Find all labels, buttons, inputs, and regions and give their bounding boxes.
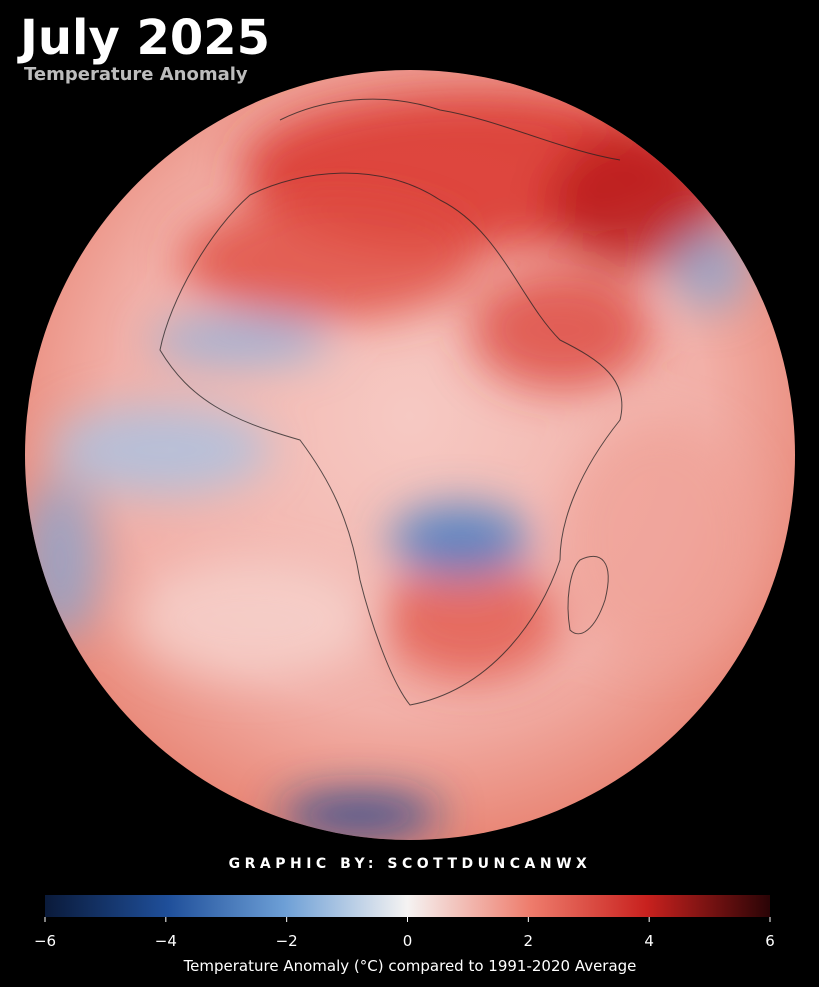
colorbar-tick-label: −2: [276, 932, 298, 950]
colorbar-tick-label: −4: [155, 932, 177, 950]
globe: [25, 70, 795, 840]
colorbar-gradient: [45, 895, 770, 917]
colorbar-label: Temperature Anomaly (°C) compared to 199…: [183, 957, 637, 975]
credit: GRAPHIC BY: SCOTTDUNCANWX: [229, 856, 592, 872]
colorbar-tick-label: 2: [524, 932, 534, 950]
colorbar-tick-label: 0: [403, 932, 413, 950]
subtitle: Temperature Anomaly: [24, 64, 248, 85]
title: July 2025: [17, 10, 270, 66]
colorbar: −6 −4 −2 0 2 4 6: [34, 895, 775, 950]
colorbar-tick-label: 6: [765, 932, 775, 950]
colorbar-tick-label: 4: [644, 932, 654, 950]
colorbar-tick-label: −6: [34, 932, 56, 950]
